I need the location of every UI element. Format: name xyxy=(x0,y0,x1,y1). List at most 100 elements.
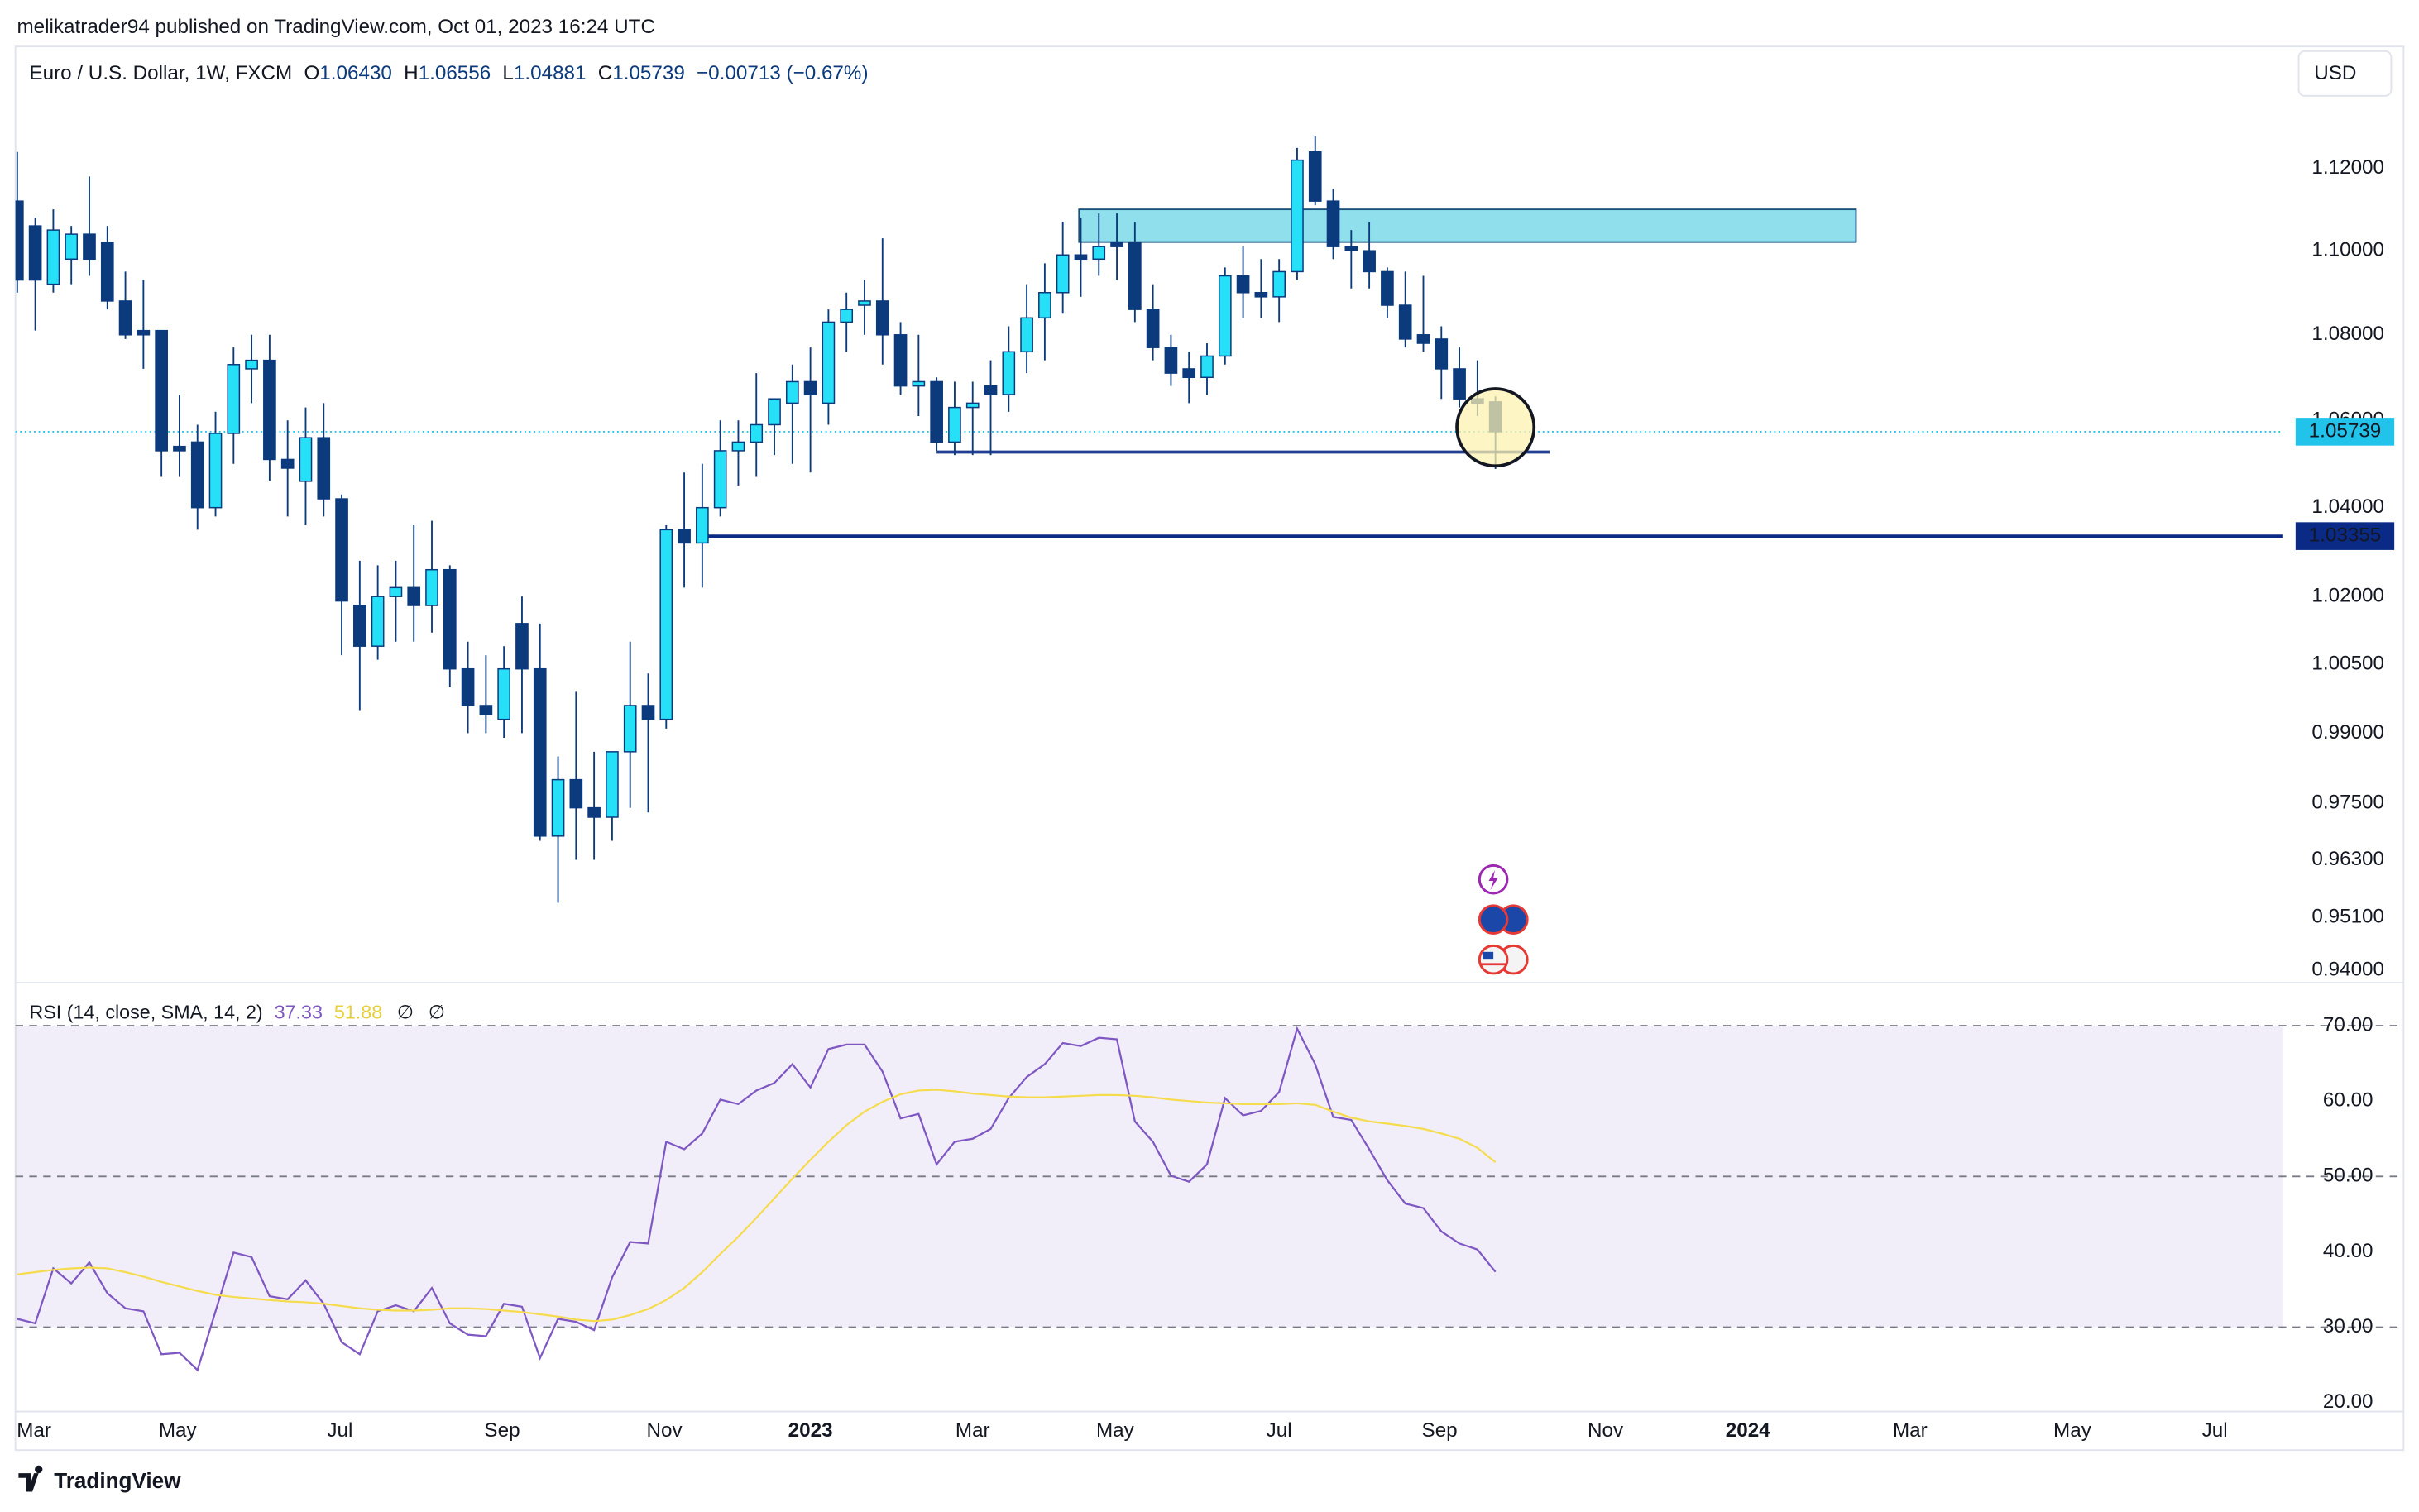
rsi-title: RSI (14, close, SMA, 14, 2) 37.33 51.88 … xyxy=(29,1002,445,1023)
candle-body xyxy=(83,233,96,261)
ohlc-key: C xyxy=(598,62,613,84)
change: −0.00713 (−0.67%) xyxy=(697,62,868,84)
ohlc-value: 1.06430 xyxy=(319,62,392,84)
candle-body xyxy=(155,329,168,452)
candle-body xyxy=(803,380,817,395)
currency-button[interactable]: USD xyxy=(2297,50,2393,97)
candle-body xyxy=(335,498,348,602)
candle-body xyxy=(606,751,619,818)
price-axis-label: 0.99000 xyxy=(2311,721,2384,744)
ohlc-key: L xyxy=(502,62,513,84)
last-price-box xyxy=(2295,418,2395,446)
candle-body xyxy=(785,380,799,404)
candle-body xyxy=(407,586,421,606)
rsi-legend: RSI (14, close, SMA, 14, 2) 37.33 51.88 … xyxy=(29,1002,445,1023)
candle-body xyxy=(137,329,151,336)
candle-body xyxy=(371,596,385,647)
time-axis-label: May xyxy=(1096,1419,1135,1442)
ohlc-value: 1.04881 xyxy=(514,62,587,84)
price-axis-label: 1.04000 xyxy=(2311,495,2384,518)
currency-button-box[interactable] xyxy=(2297,50,2393,97)
time-axis-label: May xyxy=(2053,1419,2092,1442)
candle-body xyxy=(173,445,186,452)
candle-body xyxy=(984,385,998,395)
rsi-axis-label: 30.00 xyxy=(2323,1315,2373,1337)
candle-body xyxy=(227,364,241,434)
candle-body xyxy=(208,433,223,509)
candle-body xyxy=(263,359,276,461)
candle-body xyxy=(1308,151,1322,202)
price-axis-label: 0.94000 xyxy=(2311,959,2384,981)
time-axis-label: Mar xyxy=(1893,1419,1928,1442)
candle-body xyxy=(1381,270,1394,306)
eu-flag-icon[interactable] xyxy=(1478,904,1509,935)
price-axis-label: 1.10000 xyxy=(2311,239,2384,261)
price-axis-label: 1.08000 xyxy=(2311,323,2384,345)
time-axis-label: Jul xyxy=(2202,1419,2228,1442)
candle-body xyxy=(641,705,655,720)
time-axis-label: May xyxy=(159,1419,198,1442)
candle-body xyxy=(353,605,366,647)
lightning-glyph xyxy=(1488,869,1498,891)
candle-body xyxy=(317,437,331,500)
candle-body xyxy=(443,568,457,670)
candle-body xyxy=(840,309,854,323)
time-axis-label: Jul xyxy=(1267,1419,1292,1442)
time-axis-label: Nov xyxy=(1588,1419,1624,1442)
rsi-ma-value: 51.88 xyxy=(334,1002,382,1023)
candle-body xyxy=(623,705,637,753)
candle-body xyxy=(768,398,781,426)
candle-body xyxy=(425,568,438,606)
candle-body xyxy=(1200,355,1214,379)
price-axis-label: 1.02000 xyxy=(2311,585,2384,607)
candle-body xyxy=(1164,347,1178,374)
candle-body xyxy=(1344,246,1358,251)
candle-body xyxy=(245,359,258,370)
rsi-axis-label: 20.00 xyxy=(2323,1390,2373,1413)
time-axis-label: Mar xyxy=(956,1419,990,1442)
rsi-axis-label: 60.00 xyxy=(2323,1089,2373,1112)
candle-body xyxy=(118,300,132,336)
candle-body xyxy=(28,225,42,281)
rsi-flag: ∅ xyxy=(397,1002,414,1023)
candle-body xyxy=(100,242,114,302)
time-axis-label: 2023 xyxy=(788,1419,833,1442)
rsi-axis-label: 50.00 xyxy=(2323,1165,2373,1187)
candle-body xyxy=(65,233,79,261)
candle-body xyxy=(1236,275,1250,294)
footer-logo: TradingView xyxy=(18,1465,181,1493)
candle-body xyxy=(1254,292,1268,298)
level-price-label: 1.03355 xyxy=(2309,524,2382,547)
footer-brand: TradingView xyxy=(54,1468,181,1493)
price-axis-label: 1.00500 xyxy=(2311,653,2384,675)
time-axis-label: 2024 xyxy=(1726,1419,1770,1442)
currency-label[interactable]: USD xyxy=(2314,62,2356,84)
candle-body xyxy=(479,705,493,715)
candle-body xyxy=(190,441,204,509)
rsi-axis-label: 40.00 xyxy=(2323,1240,2373,1262)
candle-body xyxy=(515,623,529,670)
price-axis-label: 1.12000 xyxy=(2311,156,2384,179)
candle-body xyxy=(1272,270,1286,298)
candle-body xyxy=(1074,254,1088,261)
candle-body xyxy=(696,506,709,544)
rsi-line xyxy=(17,1089,1497,1323)
candle-body xyxy=(1128,242,1142,310)
ohlc-value: 1.06556 xyxy=(419,62,491,84)
time-axis-label: Mar xyxy=(17,1419,51,1442)
time-axis-label: Jul xyxy=(327,1419,352,1442)
highlight-circle xyxy=(1455,387,1536,468)
candle-body xyxy=(533,667,547,837)
candle-body xyxy=(1182,368,1196,379)
candle-body xyxy=(1398,304,1412,340)
rsi-axis-label: 70.00 xyxy=(2323,1014,2373,1036)
candle-body xyxy=(1218,275,1232,357)
candle-body xyxy=(965,402,980,409)
candle-body xyxy=(280,458,295,469)
candle-body xyxy=(948,406,961,443)
symbol: Euro / U.S. Dollar, 1W, FXCM xyxy=(29,62,292,84)
price-axis-label: 0.95100 xyxy=(2311,905,2384,927)
candle-body xyxy=(1363,250,1376,273)
candle-body xyxy=(713,450,727,509)
